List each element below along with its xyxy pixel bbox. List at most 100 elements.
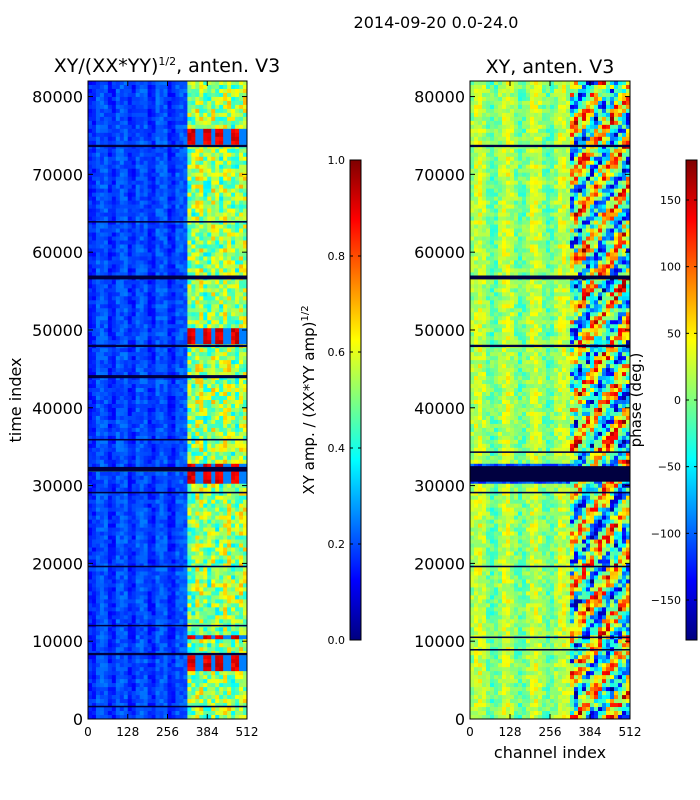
heat-cell bbox=[179, 499, 184, 505]
heat-cell bbox=[163, 216, 168, 221]
heat-cell bbox=[123, 232, 129, 237]
heat-cell bbox=[239, 356, 244, 361]
heat-cell bbox=[215, 527, 220, 532]
heat-cell bbox=[139, 160, 145, 166]
heat-cell bbox=[151, 296, 156, 301]
heat-cell bbox=[243, 471, 248, 477]
heat-cell bbox=[183, 463, 188, 469]
heat-cell bbox=[235, 124, 240, 130]
heat-cell bbox=[227, 116, 232, 122]
heat-cell bbox=[239, 423, 244, 429]
heat-cell bbox=[151, 132, 156, 138]
heat-cell bbox=[115, 423, 121, 429]
heat-cell bbox=[195, 180, 200, 186]
heat-cell bbox=[147, 499, 152, 505]
heat-cell bbox=[95, 384, 101, 389]
heat-cell bbox=[103, 495, 109, 501]
heat-cell bbox=[239, 475, 244, 481]
heat-cell bbox=[139, 228, 145, 233]
heat-cell bbox=[147, 384, 152, 389]
heat-cell bbox=[183, 136, 188, 142]
heat-cell bbox=[107, 503, 113, 509]
heat-cell bbox=[123, 539, 129, 544]
heat-cell bbox=[131, 407, 137, 413]
heat-cell bbox=[175, 535, 180, 540]
heat-cell bbox=[119, 244, 125, 249]
heat-cell bbox=[99, 411, 105, 417]
heat-cell bbox=[211, 292, 216, 297]
heat-cell bbox=[139, 316, 145, 321]
heat-cell bbox=[139, 439, 145, 445]
heat-cell bbox=[199, 400, 204, 405]
heat-cell bbox=[111, 523, 117, 528]
heat-cell bbox=[159, 332, 164, 337]
heat-cell bbox=[143, 499, 148, 505]
heat-cell bbox=[91, 555, 97, 560]
heat-cell bbox=[131, 308, 137, 313]
heat-cell bbox=[183, 236, 188, 241]
heat-cell bbox=[171, 531, 176, 536]
heat-cell bbox=[243, 403, 248, 409]
heat-cell bbox=[103, 244, 109, 249]
heat-cell bbox=[219, 515, 224, 520]
heat-cell bbox=[223, 212, 228, 217]
heat-cell bbox=[139, 268, 145, 273]
heat-cell bbox=[207, 403, 212, 409]
heat-cell bbox=[167, 364, 172, 369]
heat-cell bbox=[175, 555, 180, 560]
heat-cell bbox=[99, 352, 105, 357]
heat-cell bbox=[211, 559, 216, 564]
heat-cell bbox=[151, 152, 156, 158]
heat-cell bbox=[199, 160, 204, 166]
heat-cell bbox=[195, 567, 200, 572]
heat-cell bbox=[203, 384, 208, 389]
heat-cell bbox=[243, 376, 248, 381]
heat-cell bbox=[115, 148, 121, 154]
heat-cell bbox=[147, 388, 152, 393]
heat-cell bbox=[163, 288, 168, 293]
heat-cell bbox=[191, 236, 196, 241]
heat-cell bbox=[179, 124, 184, 130]
heat-cell bbox=[159, 124, 164, 130]
heat-cell bbox=[215, 419, 220, 425]
heat-cell bbox=[179, 296, 184, 301]
heat-cell bbox=[175, 240, 180, 245]
heat-cell bbox=[135, 200, 141, 205]
heat-cell bbox=[203, 92, 208, 98]
heat-cell bbox=[155, 340, 160, 345]
heat-cell bbox=[175, 176, 180, 182]
heat-cell bbox=[115, 451, 121, 457]
heat-cell bbox=[103, 212, 109, 217]
heat-cell bbox=[203, 228, 208, 233]
heat-cell bbox=[95, 304, 101, 309]
heat-cell bbox=[219, 531, 224, 536]
heat-cell bbox=[88, 112, 93, 118]
heat-cell bbox=[187, 435, 192, 441]
heat-cell bbox=[231, 336, 236, 341]
heat-cell bbox=[155, 172, 160, 178]
heat-cell bbox=[235, 252, 240, 257]
heat-cell bbox=[151, 300, 156, 305]
heat-cell bbox=[227, 455, 232, 461]
heat-cell bbox=[231, 220, 236, 225]
heat-cell bbox=[107, 388, 113, 393]
heat-cell bbox=[239, 519, 244, 524]
heat-cell bbox=[91, 196, 97, 201]
heat-cell bbox=[115, 475, 121, 481]
heat-cell bbox=[111, 575, 117, 580]
heat-cell bbox=[91, 228, 97, 233]
heat-cell bbox=[171, 392, 176, 397]
heat-cell bbox=[239, 392, 244, 397]
heat-cell bbox=[163, 264, 168, 269]
heat-cell bbox=[91, 547, 97, 552]
heat-cell bbox=[131, 571, 137, 576]
heat-cell bbox=[159, 108, 164, 114]
heat-cell bbox=[135, 268, 141, 273]
heat-cell bbox=[155, 364, 160, 369]
heat-cell bbox=[107, 152, 113, 158]
heat-cell bbox=[127, 296, 133, 301]
heat-cell bbox=[219, 471, 224, 477]
heat-cell bbox=[211, 487, 216, 493]
heat-cell bbox=[183, 451, 188, 457]
heat-cell bbox=[99, 372, 105, 377]
